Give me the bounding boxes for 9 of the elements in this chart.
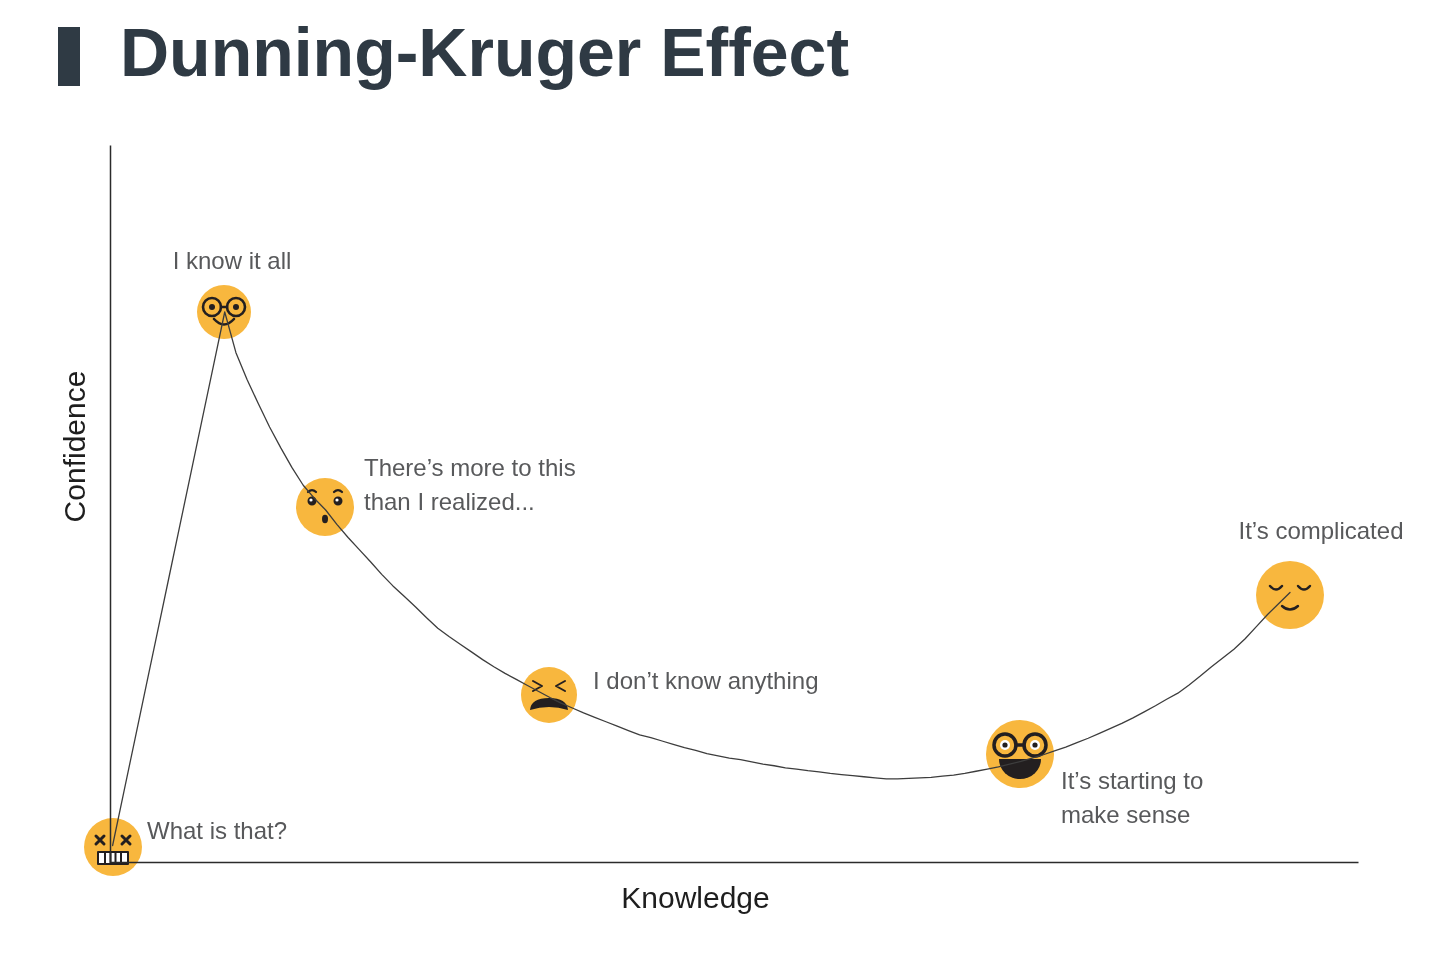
y-axis-title: Confidence xyxy=(57,370,91,523)
annotation: It’s starting to make sense xyxy=(1061,767,1204,828)
annotation: What is that? xyxy=(147,817,288,844)
x-axis-title: Knowledge xyxy=(621,880,770,914)
annotation: It’s complicated xyxy=(1238,517,1404,544)
annotation: There’s more to this than I realized... xyxy=(364,454,576,515)
text: I know it all xyxy=(172,247,292,274)
annotation: I don’t know anything xyxy=(593,667,819,694)
chart-title: Dunning-Kruger Effect xyxy=(120,14,850,90)
